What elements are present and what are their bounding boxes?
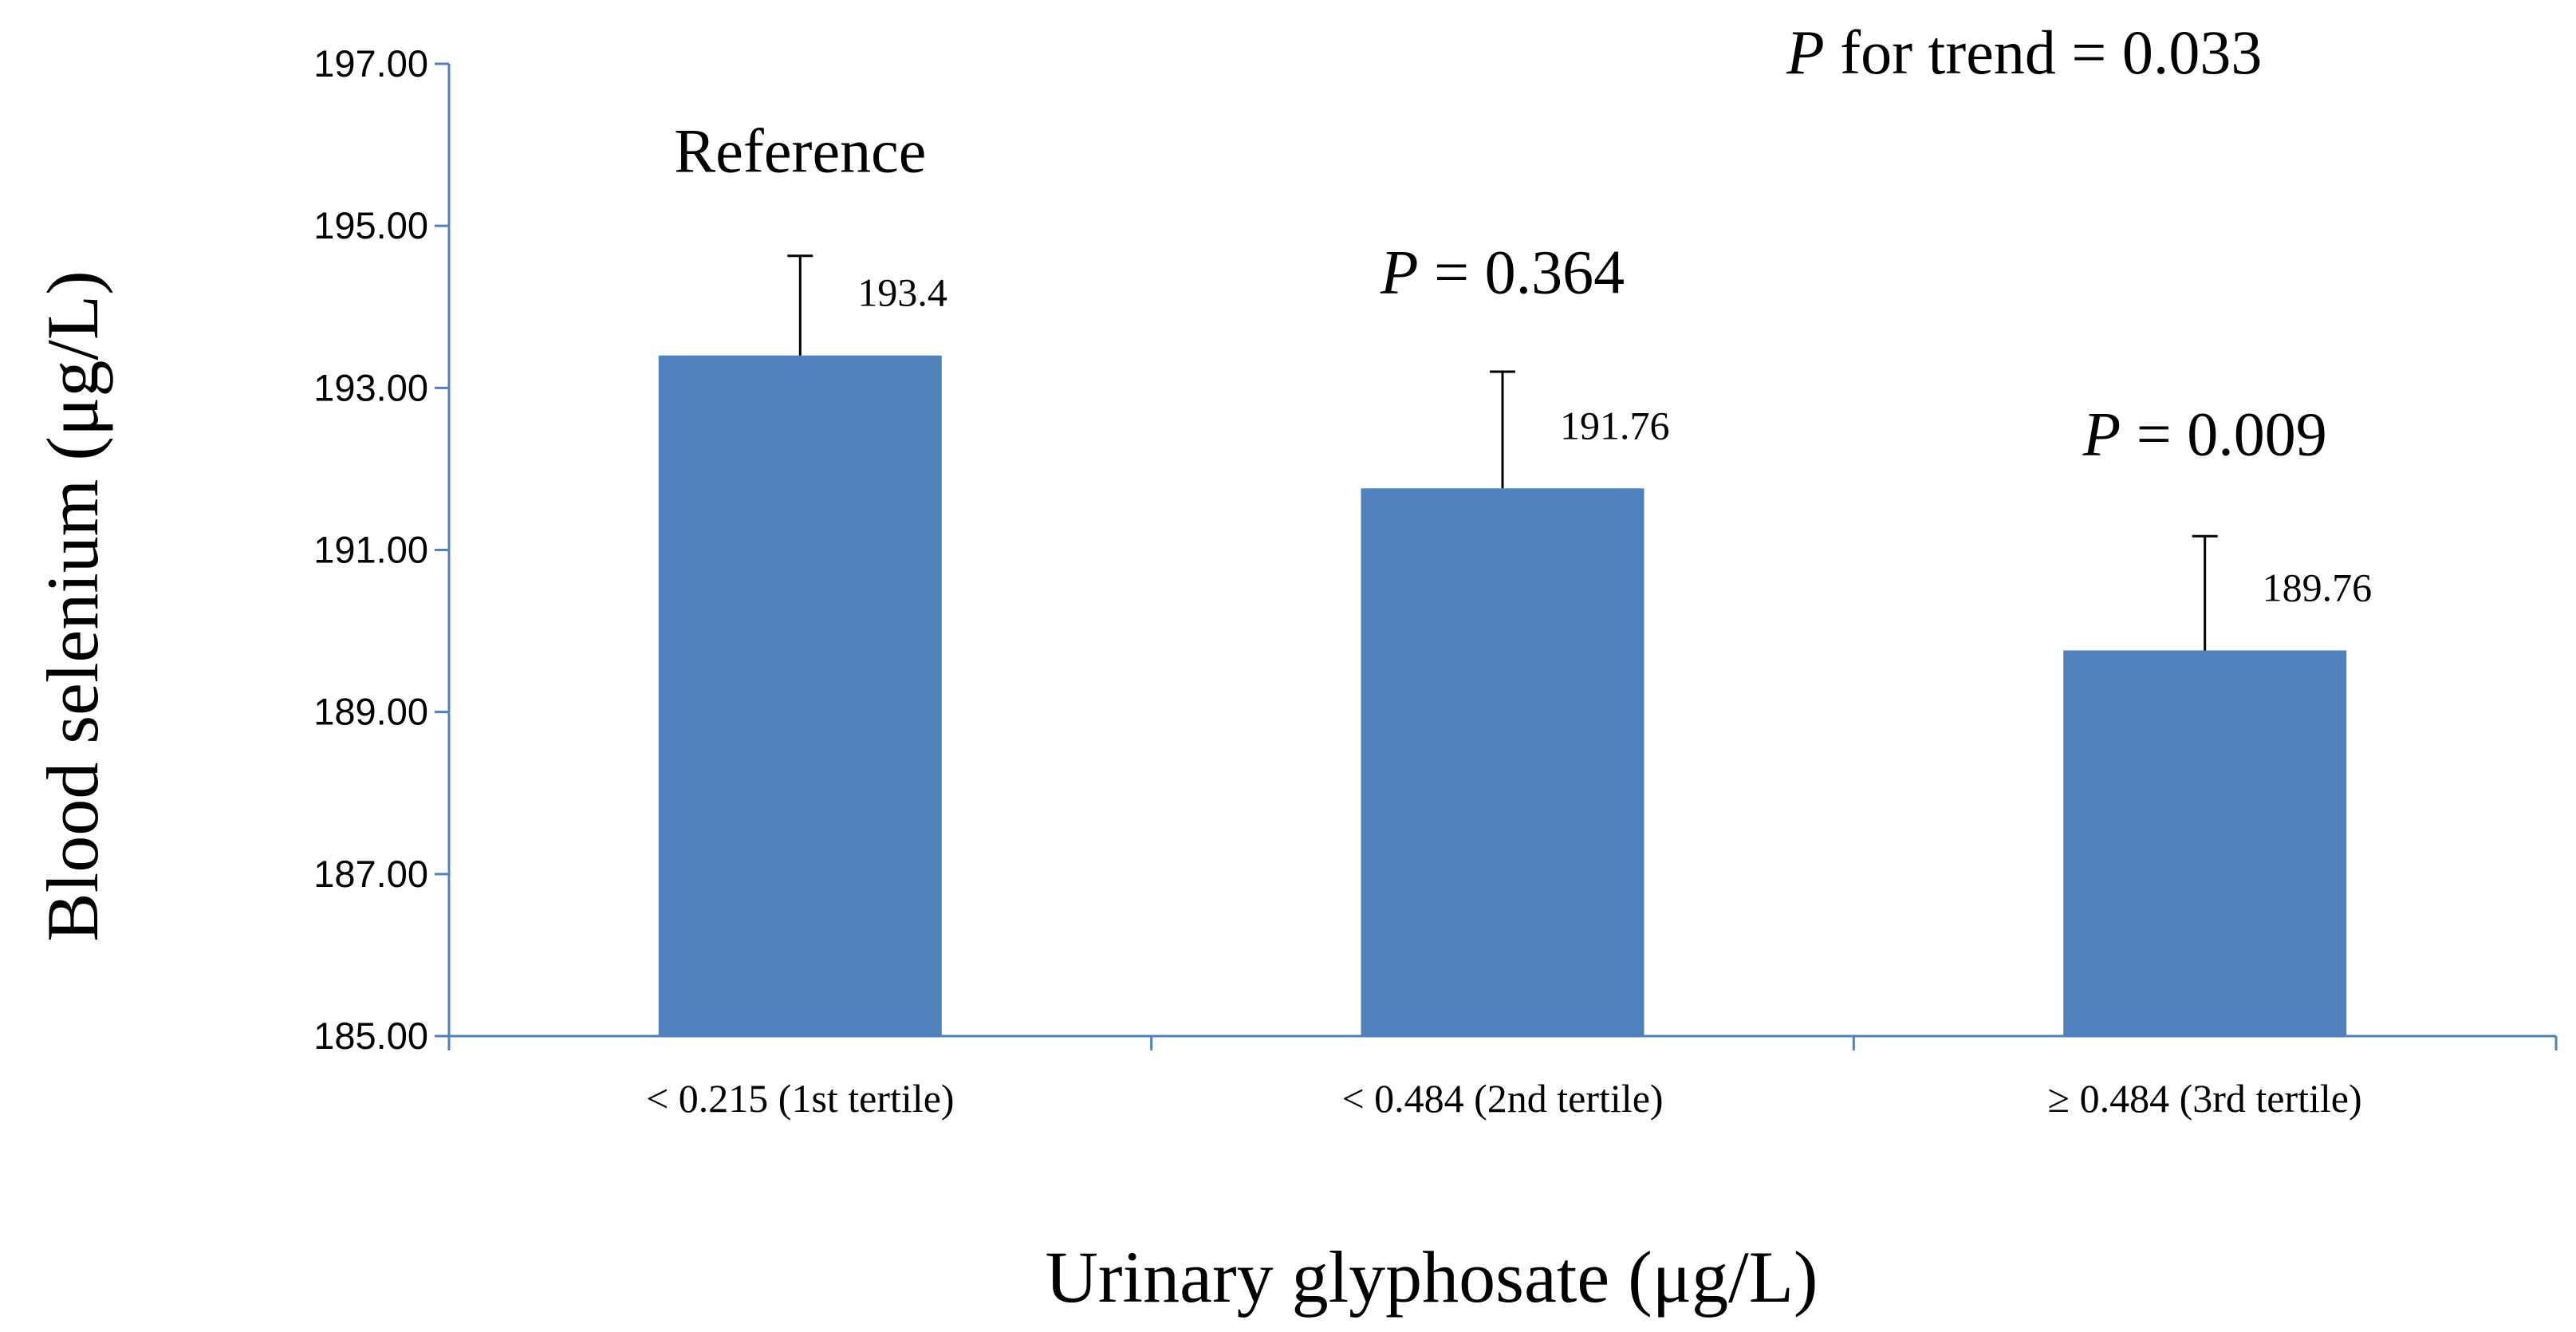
- y-tick-label: 195.00: [313, 204, 428, 246]
- data-label: 189.76: [2263, 565, 2373, 609]
- annotation-text: Reference: [674, 116, 926, 186]
- y-tick-label: 191.00: [313, 529, 428, 571]
- chart-labels: 193.4 < 0.215 (1st tertile) Reference 191.7…: [646, 116, 2372, 1121]
- annotation-p-italic: P: [1380, 237, 1419, 306]
- trend-annotation: P for trend = 0.033: [1786, 18, 2262, 87]
- x-tick-label: < 0.484 (2nd tertile): [1341, 1076, 1663, 1121]
- chart-bars: [658, 254, 2347, 1036]
- bar: [1361, 488, 1644, 1036]
- x-tick-label: ≥ 0.484 (3rd tertile): [2048, 1076, 2362, 1121]
- chart-axes: 185.00 187.00 189.00 191.00 193.00 195.00 197.…: [313, 42, 2558, 1057]
- y-axis-title: Blood selenium (μg/L): [32, 270, 113, 941]
- trend-p-italic: P: [1786, 18, 1825, 87]
- bar-annotation: P = 0.364: [1380, 237, 1625, 306]
- y-tick-label: 193.00: [313, 366, 428, 408]
- bar-annotation: Reference: [674, 116, 926, 186]
- data-label: 191.76: [1560, 403, 1670, 447]
- bar: [2063, 650, 2347, 1036]
- x-axis-title: Urinary glyphosate (μg/L): [1045, 1236, 1818, 1318]
- bar: [658, 355, 942, 1036]
- y-tick-label: 189.00: [313, 691, 428, 733]
- annotation-text: = 0.009: [2121, 399, 2327, 468]
- x-tick-label: < 0.215 (1st tertile): [646, 1076, 954, 1121]
- annotation-text: = 0.364: [1419, 237, 1625, 306]
- bar-annotation: P = 0.009: [2082, 399, 2327, 468]
- y-tick-label: 187.00: [313, 853, 428, 895]
- trend-text: for trend = 0.033: [1825, 18, 2263, 87]
- y-tick-label: 185.00: [313, 1015, 428, 1057]
- annotation-p-italic: P: [2082, 399, 2121, 468]
- y-tick-label: 197.00: [313, 42, 428, 85]
- data-label: 193.4: [857, 270, 947, 315]
